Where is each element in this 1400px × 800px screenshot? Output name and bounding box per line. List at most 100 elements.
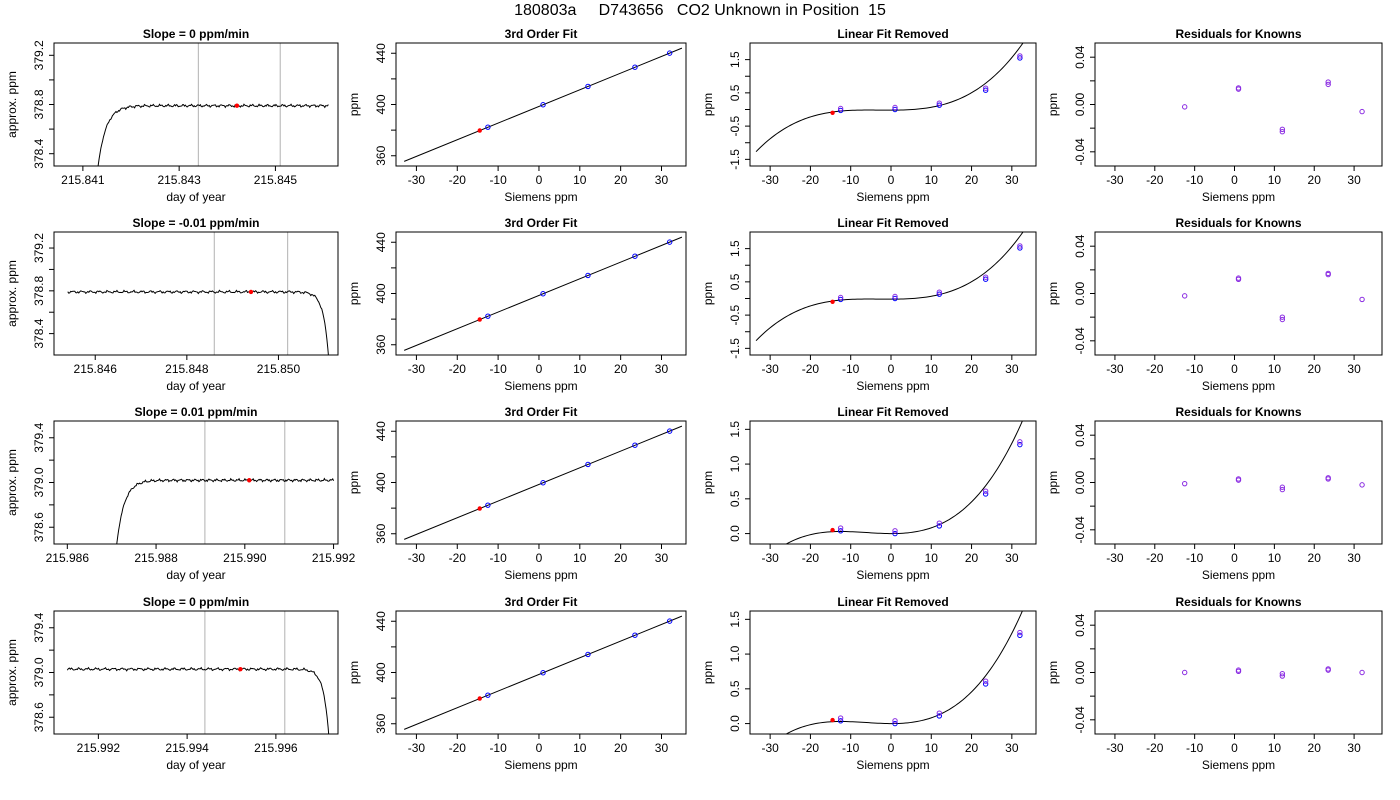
x-axis-label: day of year [166,568,225,582]
residual-point [1279,670,1286,677]
x-tick-label: 215.992 [312,551,356,565]
x-tick-label: -20 [449,173,467,187]
residual-point [1235,275,1242,281]
x-tick-label: -30 [408,551,426,565]
unknown-sample-point [477,128,482,133]
chart-panel-2: Linear Fit Removed -30 -20 -10 0 10 20 30 -1.5 -0… [701,27,1037,204]
plot-area [67,232,329,355]
x-tick-label: 215.996 [254,741,298,755]
chart-panel-7: Residuals for Knowns -30 -20 -10 0 10 20 30 -0.0… [1046,216,1383,393]
x-tick-label: 0 [888,362,895,376]
x-tick-label: -10 [1186,362,1204,376]
known-standard-point [892,530,898,537]
x-tick-label: 20 [965,551,979,565]
time-series-trace [97,103,329,166]
plot-area [97,43,329,166]
x-tick-label: -20 [449,741,467,755]
y-tick-label: 379.0 [32,657,46,687]
panel-title: 3rd Order Fit [505,595,578,609]
residual-point [1279,484,1286,490]
x-tick-label: -20 [802,173,820,187]
panel-title: Slope = 0 ppm/min [143,27,249,41]
x-tick-label: -30 [761,362,779,376]
x-tick-label: -20 [449,362,467,376]
unknown-sample-marker [238,666,243,672]
y-tick-label: 0.00 [1073,660,1087,684]
panel-title: Residuals for Knowns [1175,405,1301,419]
x-axis-label: Siemens ppm [504,568,577,582]
residual-point [1235,85,1242,91]
known-standard-point [632,253,638,259]
residual-point [1279,486,1286,493]
known-standard-point-repeat [936,100,943,106]
panel-title: Linear Fit Removed [837,216,948,230]
known-standard-point-repeat [892,528,898,534]
plot-frame [53,420,339,545]
x-tick-label: -20 [1146,551,1164,565]
plot-area [1181,270,1365,323]
known-standard-point [666,239,673,245]
x-tick-label: 0 [1231,551,1238,565]
known-standard-point-repeat [936,289,943,295]
known-standard-point-repeat [892,104,898,111]
x-tick-label: -10 [842,741,860,755]
x-tick-label: 30 [1347,551,1361,565]
panel-title: Residuals for Knowns [1175,595,1301,609]
plot-area [755,232,1024,342]
time-series-trace [67,289,329,355]
known-standard-point [485,502,491,508]
x-tick-label: -10 [842,362,860,376]
cubic-residual-curve [785,421,1023,544]
known-standard-point-repeat [892,718,898,724]
residual-point [1279,314,1286,320]
residual-point [1235,476,1242,482]
known-standard-point [540,670,546,676]
y-tick-label: 400 [374,472,388,492]
y-tick-label: 1.5 [728,240,742,257]
x-axis-label: Siemens ppm [1202,568,1275,582]
chart-panel-12: Slope = 0 ppm/min 215.992 215.994 215.996 37… [5,595,339,772]
x-tick-label: 0 [536,362,543,376]
x-axis-label: Siemens ppm [856,190,929,204]
y-tick-label: 400 [374,283,388,303]
known-standard-point [936,291,943,297]
y-tick-label: 379.2 [32,40,46,70]
x-tick-label: -20 [802,362,820,376]
x-tick-label: 215.845 [254,173,298,187]
x-axis-label: Siemens ppm [1202,379,1275,393]
known-standard-point [632,632,638,638]
y-axis-label: ppm [347,471,361,494]
x-tick-label: 215.986 [46,551,90,565]
known-standard-point [540,480,546,486]
x-tick-label: 20 [965,362,979,376]
plot-area [403,615,683,730]
y-tick-label: -0.5 [728,304,742,325]
x-tick-label: -30 [761,551,779,565]
x-tick-label: 30 [655,362,669,376]
x-tick-label: 10 [1268,551,1282,565]
x-tick-label: 30 [655,551,669,565]
x-tick-label: 10 [573,741,587,755]
plot-frame [1094,42,1383,167]
x-tick-label: 10 [925,173,939,187]
x-tick-label: 30 [1005,741,1019,755]
fit-line [403,425,683,540]
unknown-sample-point [477,696,482,701]
plot-frame [1094,231,1383,356]
x-tick-label: -30 [408,741,426,755]
y-tick-label: 0.5 [728,273,742,290]
x-tick-label: 20 [614,551,628,565]
y-axis-label: approx. ppm [5,260,19,327]
y-axis-label: approx. ppm [5,639,19,706]
x-tick-label: 30 [1005,173,1019,187]
x-tick-label: -10 [489,173,507,187]
known-standard-point [1017,245,1023,251]
plot-area [66,611,330,734]
x-axis-label: Siemens ppm [504,190,577,204]
known-standard-point [666,50,673,56]
x-tick-label: -10 [842,173,860,187]
y-axis-label: approx. ppm [5,71,19,138]
y-tick-label: 0.04 [1073,613,1087,637]
known-standard-point-repeat [1017,629,1023,636]
x-axis-label: Siemens ppm [856,568,929,582]
